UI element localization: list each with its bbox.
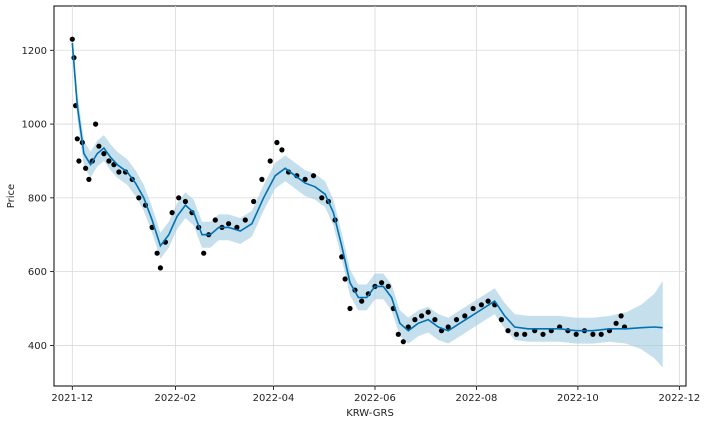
x-tick-label: 2022-06 xyxy=(354,393,396,404)
x-axis-label: KRW-GRS xyxy=(346,408,394,419)
observed-point xyxy=(310,173,317,179)
x-tick-label: 2022-12 xyxy=(658,393,700,404)
observed-point xyxy=(613,320,619,326)
observed-point xyxy=(319,195,325,201)
observed-point xyxy=(267,158,273,164)
observed-point xyxy=(182,198,188,205)
y-tick-label: 400 xyxy=(28,341,47,352)
y-tick-label: 1000 xyxy=(22,120,47,131)
observed-point xyxy=(573,331,579,337)
observed-point xyxy=(96,143,102,149)
observed-point xyxy=(445,324,451,330)
observed-point xyxy=(590,331,596,337)
observed-point xyxy=(169,210,175,216)
forecast-line xyxy=(71,42,663,332)
observed-point xyxy=(101,151,107,157)
x-tick-label: 2021-12 xyxy=(51,393,93,404)
x-tick-label: 2022-08 xyxy=(456,393,498,404)
x-axis: 2021-12 2022-02 2022-04 2022-06 2022-08 2022-… xyxy=(51,386,700,404)
x-tick-label: 2022-10 xyxy=(557,393,599,404)
observed-point xyxy=(618,313,624,319)
observed-point xyxy=(106,158,112,164)
observed-point xyxy=(478,302,484,308)
observed-point xyxy=(226,221,232,227)
observed-point xyxy=(69,36,75,42)
observed-point xyxy=(359,298,365,304)
observed-point xyxy=(432,317,438,323)
observed-point xyxy=(234,224,240,230)
observed-point xyxy=(505,328,511,334)
observed-point xyxy=(485,298,491,304)
observed-point xyxy=(74,136,80,142)
y-axis: 400 600 800 1000 1200 xyxy=(22,46,54,352)
observed-point xyxy=(76,158,82,164)
observed-point xyxy=(259,176,265,182)
observed-point xyxy=(251,198,257,205)
observed-point xyxy=(540,331,546,337)
observed-point xyxy=(385,283,391,289)
observed-point xyxy=(462,313,468,319)
observed-point xyxy=(242,217,248,223)
observed-point xyxy=(379,280,385,286)
observed-point xyxy=(395,331,401,337)
x-tick-label: 2022-02 xyxy=(155,393,197,404)
observed-point xyxy=(274,139,280,146)
observed-point xyxy=(86,176,92,182)
observed-point xyxy=(498,317,504,323)
observed-point xyxy=(342,276,348,282)
observed-point xyxy=(154,250,160,256)
observed-point xyxy=(201,250,207,256)
y-axis-label: Price xyxy=(6,184,17,208)
observed-point xyxy=(279,147,285,153)
forecast-line-group xyxy=(71,42,663,332)
observed-point xyxy=(176,195,182,201)
observed-point xyxy=(598,331,604,337)
observed-point xyxy=(470,305,476,312)
observed-point xyxy=(157,265,163,271)
observed-point xyxy=(405,324,411,330)
observed-point xyxy=(116,169,122,175)
observed-points xyxy=(69,36,628,345)
observed-point xyxy=(302,176,308,182)
observed-point xyxy=(425,309,431,315)
observed-point xyxy=(83,165,89,171)
y-tick-label: 800 xyxy=(28,193,47,204)
observed-point xyxy=(347,305,353,312)
y-tick-label: 1200 xyxy=(22,46,47,57)
observed-point xyxy=(93,121,99,127)
observed-point xyxy=(412,317,418,323)
observed-point xyxy=(522,331,528,337)
observed-point xyxy=(400,339,406,345)
observed-point xyxy=(212,217,218,223)
observed-point xyxy=(419,313,425,319)
observed-point xyxy=(339,254,345,260)
observed-point xyxy=(513,331,520,337)
y-tick-label: 600 xyxy=(28,267,47,278)
observed-point xyxy=(136,195,142,201)
x-tick-label: 2022-04 xyxy=(253,393,295,404)
observed-point xyxy=(453,317,460,323)
